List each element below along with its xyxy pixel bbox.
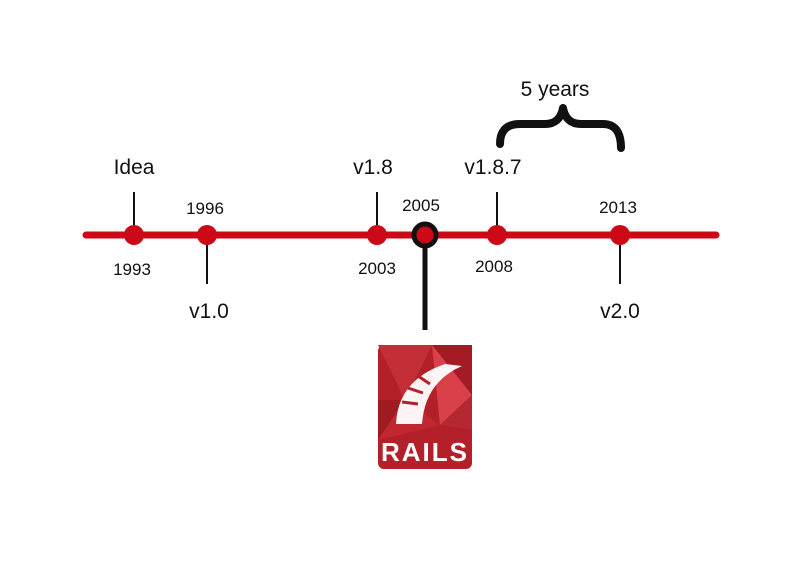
milestone-marker-1996 <box>197 225 217 245</box>
event-label-idea: Idea <box>114 156 155 179</box>
event-label-v2-0: v2.0 <box>600 300 640 323</box>
event-label-v1-8-7: v1.8.7 <box>464 156 521 179</box>
year-label-1996: 1996 <box>186 199 224 218</box>
milestone-marker-2013 <box>610 225 630 245</box>
year-label-1993: 1993 <box>113 260 151 279</box>
year-label-2008: 2008 <box>475 257 513 276</box>
milestone-marker-1993 <box>124 225 144 245</box>
milestone-marker-2005 <box>411 221 439 249</box>
year-label-2013: 2013 <box>599 198 637 217</box>
milestone-marker-2008 <box>487 225 507 245</box>
year-label-2005: 2005 <box>402 196 440 215</box>
rails-logo-text: RAILS <box>381 437 469 467</box>
year-label-2003: 2003 <box>358 259 396 278</box>
event-label-v1-8: v1.8 <box>353 156 393 179</box>
rails-logo: RAILS <box>378 345 472 469</box>
rail-track-icon <box>396 364 462 424</box>
milestone-marker-2003 <box>367 225 387 245</box>
curly-brace-icon <box>496 104 625 152</box>
brace-label: 5 years <box>521 78 590 101</box>
event-label-v1-0: v1.0 <box>189 300 229 323</box>
